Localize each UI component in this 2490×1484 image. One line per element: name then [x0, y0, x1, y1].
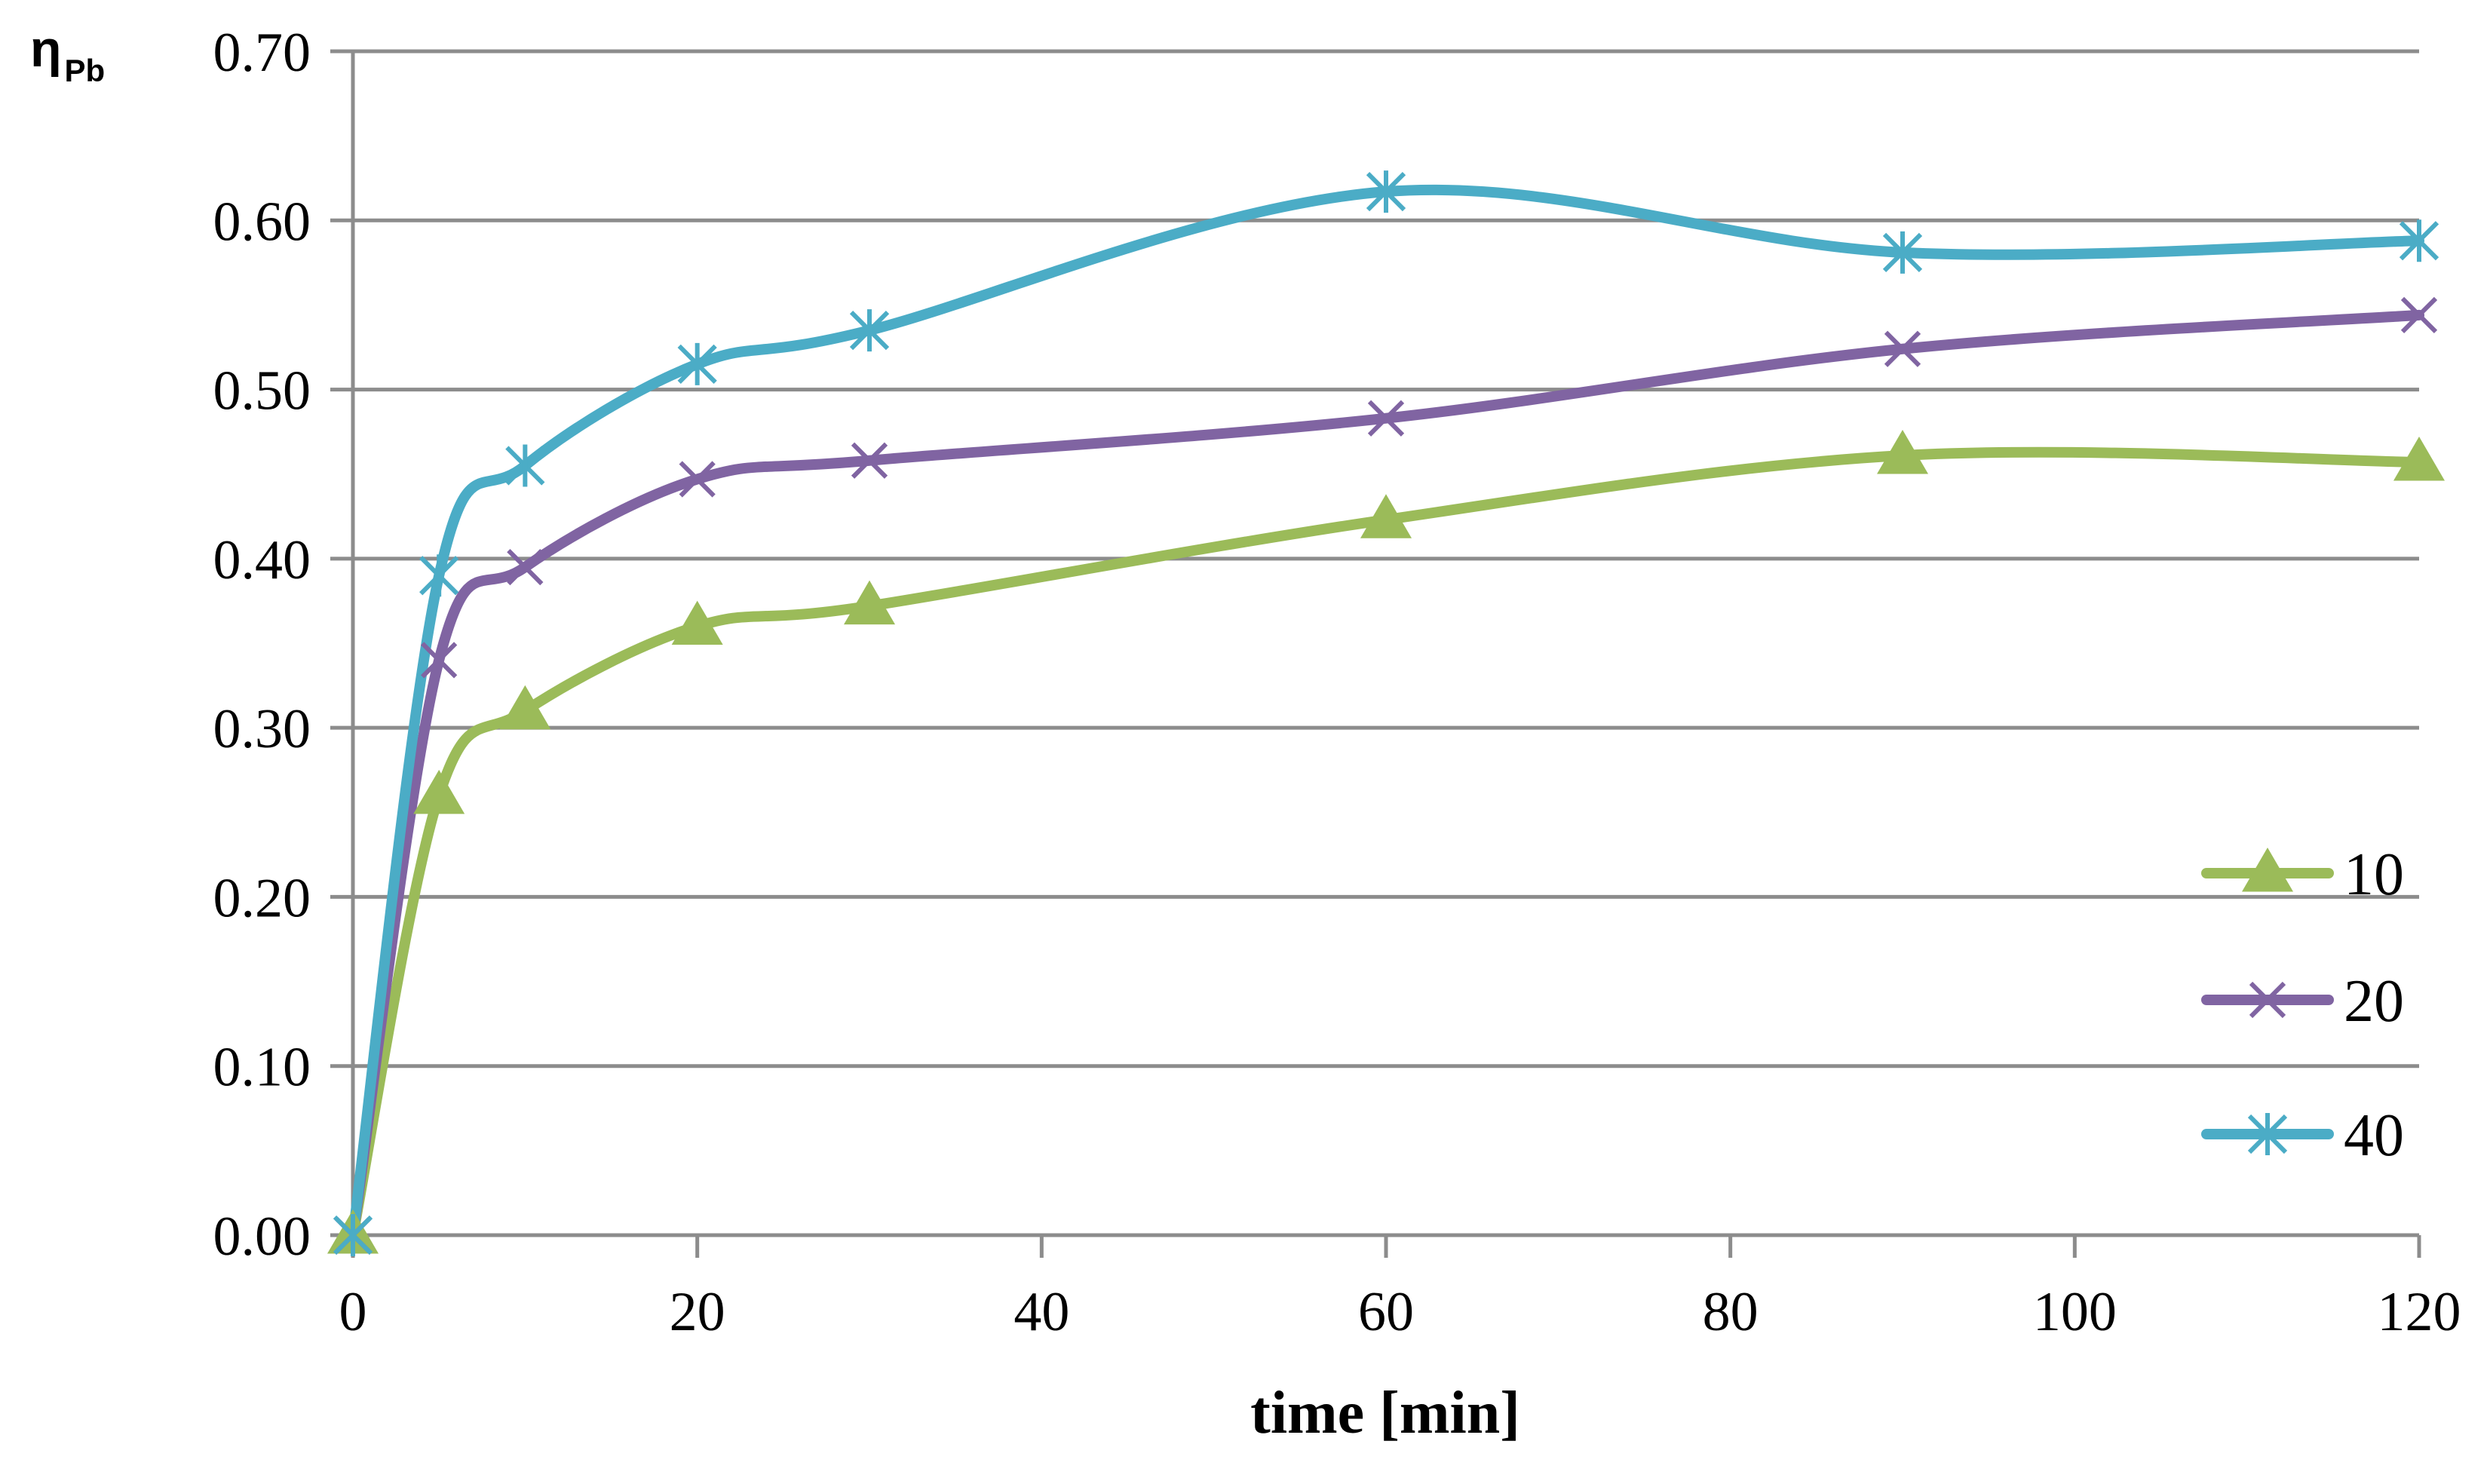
data-point-40: [1366, 170, 1406, 213]
legend-item-40: 40: [2201, 1102, 2404, 1169]
x-tick-label: 120: [2378, 1281, 2461, 1343]
data-point-20: [2400, 296, 2438, 334]
legend-item-10: 10: [2201, 842, 2404, 908]
data-point-40: [2399, 219, 2439, 262]
x-axis-title: time [min]: [1250, 1380, 1520, 1446]
y-axis-symbol: η: [30, 20, 62, 78]
data-point-20: [421, 642, 458, 679]
data-point-40: [1882, 231, 1923, 274]
data-point-20: [679, 461, 716, 498]
data-point-40: [505, 444, 545, 487]
legend-marker: [2242, 848, 2293, 892]
data-point-40: [677, 342, 717, 385]
y-axis-subscript: Pb: [65, 53, 106, 88]
legend-item-20: 20: [2201, 968, 2404, 1035]
data-point-10: [671, 600, 723, 645]
data-point-10: [2393, 437, 2445, 481]
series-lines: [348, 184, 2424, 1240]
gridlines: [353, 49, 2419, 1069]
data-point-20: [1884, 330, 1921, 367]
data-point-10: [499, 685, 551, 730]
series-line-40: [348, 184, 2424, 1240]
y-tick-label: 0.30: [213, 698, 311, 760]
data-point-20: [1367, 400, 1405, 437]
x-tick-label: 100: [2033, 1281, 2117, 1343]
y-tick-label: 0.10: [213, 1037, 311, 1099]
legend-marker: [2247, 1113, 2288, 1155]
legend-label: 40: [2344, 1102, 2404, 1169]
y-tick-label: 0.60: [213, 191, 311, 253]
y-tick-label: 0.70: [213, 22, 311, 84]
x-tick-label: 80: [1703, 1281, 1759, 1343]
y-tick-label: 0.40: [213, 529, 311, 591]
data-point-40: [333, 1214, 373, 1256]
legend-label: 10: [2344, 842, 2404, 908]
axes: [330, 49, 2421, 1258]
data-point-40: [849, 309, 890, 352]
y-tick-label: 0.50: [213, 360, 311, 422]
data-point-40: [419, 554, 459, 597]
data-point-10: [1877, 430, 1928, 474]
data-point-20: [507, 548, 544, 586]
data-point-10: [413, 769, 465, 814]
legend-label: 20: [2344, 968, 2404, 1035]
y-tick-label: 0.20: [213, 867, 311, 929]
data-point-10: [1360, 494, 1412, 538]
tick-labels: 0.00 0.10 0.20 0.30 0.40 0.50 0.60 0.70 0 20 40 60 8…: [213, 22, 2461, 1343]
y-tick-label: 0.00: [213, 1206, 311, 1268]
series-line-10: [348, 446, 2424, 1240]
data-point-10: [844, 580, 895, 625]
y-axis-title: ηPb: [30, 20, 105, 88]
series-markers: [327, 170, 2445, 1256]
x-tick-label: 0: [339, 1281, 367, 1343]
data-point-20: [851, 442, 888, 479]
legend: 10 20 40: [2201, 842, 2404, 1169]
x-tick-label: 20: [670, 1281, 725, 1343]
x-tick-label: 60: [1358, 1281, 1414, 1343]
legend-marker: [2249, 981, 2286, 1019]
x-tick-label: 40: [1013, 1281, 1069, 1343]
